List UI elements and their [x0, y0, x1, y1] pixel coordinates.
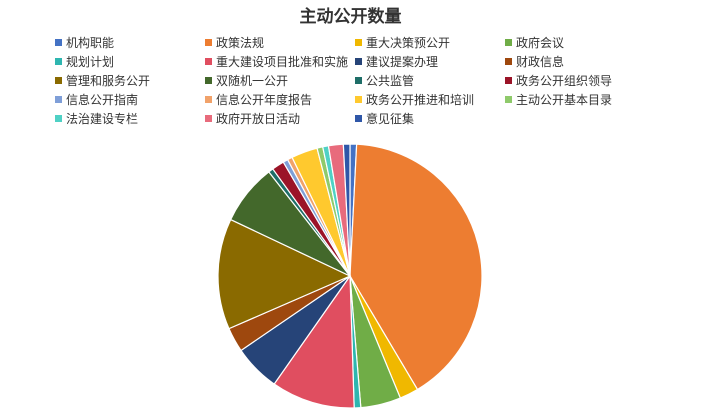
legend-label: 政府会议 — [516, 36, 565, 50]
legend-item[interactable]: 政务公开推进和培训 — [355, 91, 505, 108]
legend-swatch — [505, 96, 512, 103]
legend-item[interactable]: 重大建设项目批准和实施 — [205, 53, 355, 70]
legend-swatch — [505, 77, 512, 84]
chart-title: 主动公开数量 — [299, 7, 402, 27]
legend-item[interactable]: 主动公开基本目录 — [505, 91, 655, 108]
legend-swatch — [55, 39, 62, 46]
legend-swatch — [55, 115, 62, 122]
legend-item[interactable]: 公共监管 — [355, 72, 505, 89]
legend-swatch — [355, 39, 362, 46]
legend-label: 财政信息 — [516, 55, 565, 69]
legend-swatch — [205, 58, 212, 65]
legend-label: 法治建设专栏 — [66, 112, 139, 126]
legend-item[interactable]: 管理和服务公开 — [55, 72, 205, 89]
legend-item[interactable]: 双随机一公开 — [205, 72, 355, 89]
legend-item[interactable]: 机构职能 — [55, 34, 205, 51]
legend-item[interactable]: 建议提案办理 — [355, 53, 505, 70]
legend-label: 政务公开组织领导 — [516, 74, 613, 88]
legend-swatch — [205, 39, 212, 46]
pie-slice-政策法规[interactable] — [349, 143, 483, 391]
legend-label: 主动公开基本目录 — [516, 93, 613, 107]
legend-swatch — [355, 77, 362, 84]
legend-label: 重大决策预公开 — [366, 36, 451, 50]
legend-swatch — [55, 58, 62, 65]
legend-label: 管理和服务公开 — [66, 74, 151, 88]
legend-item[interactable]: 政府会议 — [505, 34, 655, 51]
legend-label: 双随机一公开 — [216, 74, 289, 88]
legend-label: 建议提案办理 — [366, 55, 439, 69]
legend-item[interactable]: 信息公开年度报告 — [205, 91, 355, 108]
legend-label: 规划计划 — [66, 55, 115, 69]
legend-item[interactable]: 规划计划 — [55, 53, 205, 70]
pie-slice-意见征集[interactable] — [342, 143, 351, 277]
legend-item[interactable]: 政府开放日活动 — [205, 110, 355, 127]
legend-label: 政务公开推进和培训 — [366, 93, 475, 107]
legend-item[interactable]: 政策法规 — [205, 34, 355, 51]
legend-swatch — [205, 77, 212, 84]
legend-swatch — [205, 115, 212, 122]
legend-item[interactable]: 财政信息 — [505, 53, 655, 70]
legend-swatch — [205, 96, 212, 103]
legend-swatch — [55, 96, 62, 103]
legend-swatch — [505, 58, 512, 65]
legend-swatch — [55, 77, 62, 84]
legend-label: 机构职能 — [66, 36, 115, 50]
legend-label: 公共监管 — [366, 74, 415, 88]
legend-item[interactable]: 信息公开指南 — [55, 91, 205, 108]
legend-label: 政府开放日活动 — [216, 112, 301, 126]
legend-item[interactable]: 法治建设专栏 — [55, 110, 205, 127]
legend-label: 信息公开指南 — [66, 93, 139, 107]
legend-label: 政策法规 — [216, 36, 265, 50]
legend-swatch — [355, 96, 362, 103]
legend-item[interactable]: 意见征集 — [355, 110, 505, 127]
legend-item[interactable]: 政务公开组织领导 — [505, 72, 655, 89]
legend-swatch — [355, 58, 362, 65]
legend-label: 重大建设项目批准和实施 — [216, 55, 349, 69]
pie-slice-重大建设项目批准和实施[interactable] — [273, 274, 355, 409]
legend-label: 信息公开年度报告 — [216, 93, 313, 107]
pie-slice-管理和服务公开[interactable] — [217, 218, 352, 330]
legend: 机构职能 政策法规 重大决策预公开 政府会议规划计划 重大建设项目批准和实施 建议提案办理… — [55, 34, 655, 127]
legend-swatch — [355, 115, 362, 122]
legend-swatch — [505, 39, 512, 46]
legend-item[interactable]: 重大决策预公开 — [355, 34, 505, 51]
legend-label: 意见征集 — [366, 112, 415, 126]
